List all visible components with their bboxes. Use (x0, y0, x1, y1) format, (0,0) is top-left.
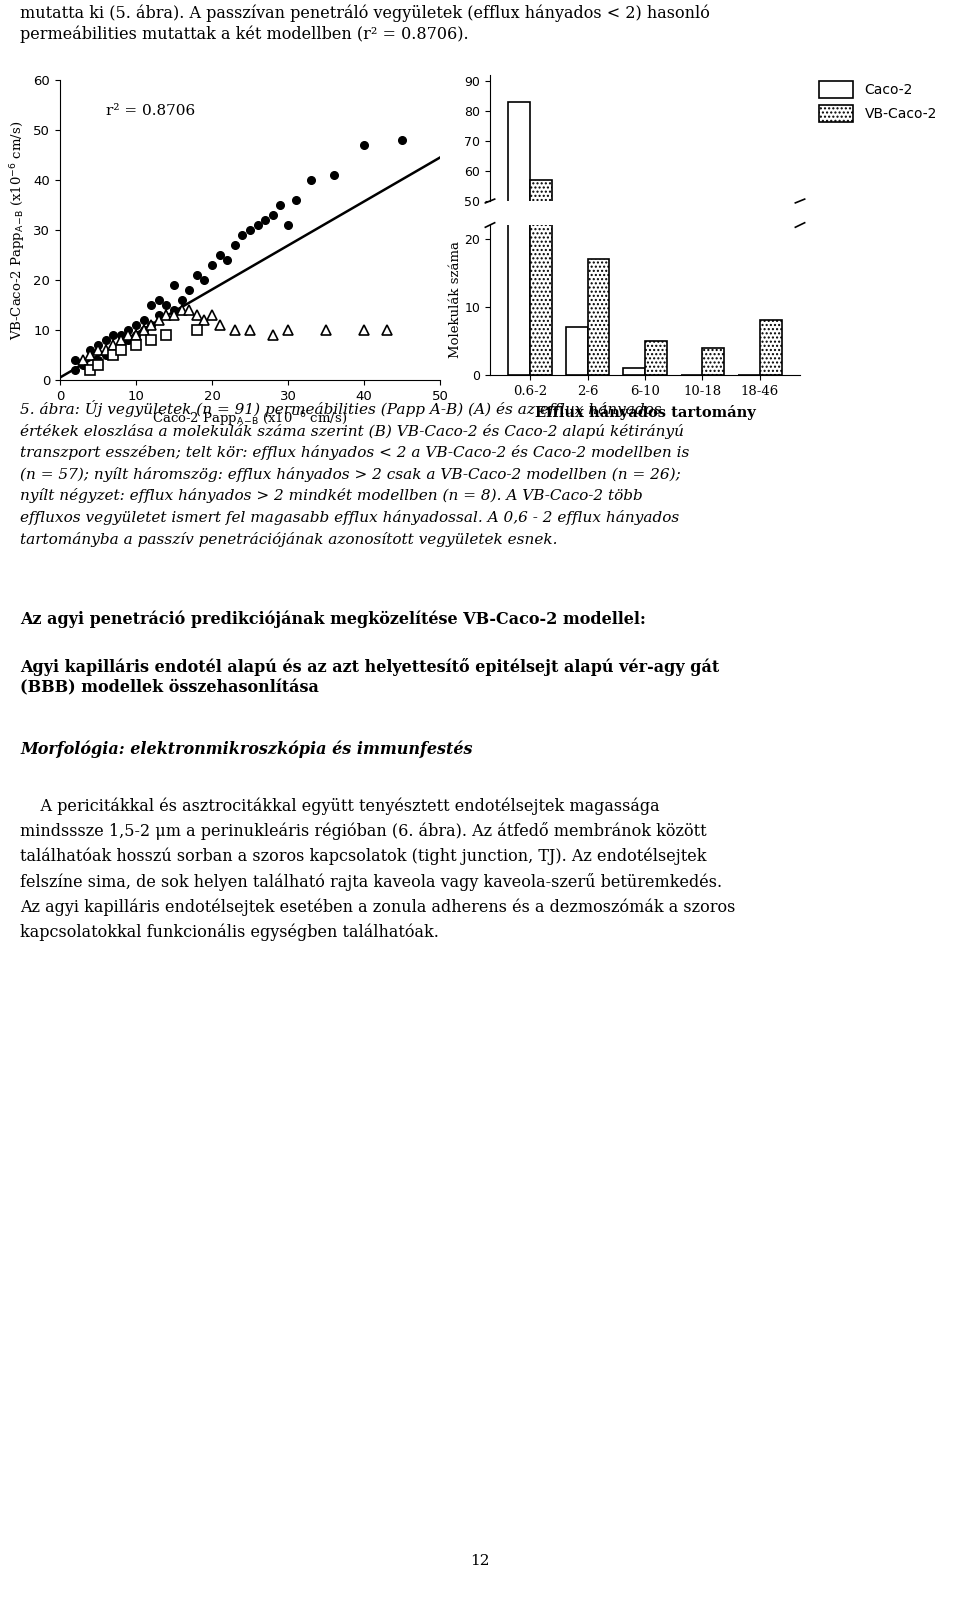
Bar (530, 179, 552, 350)
Bar (645, 336, 667, 350)
Text: 12: 12 (470, 1554, 490, 1568)
X-axis label: Caco-2 Papp$_{\mathsf{A\!-\!B}}$ (x10$^{-6}$ cm/s): Caco-2 Papp$_{\mathsf{A\!-\!B}}$ (x10$^{… (153, 410, 348, 429)
Bar (588, 259, 610, 374)
Bar (645, 341, 667, 374)
Text: A pericitákkal és asztrocitákkal együtt tenyésztett endotélsejtek magassága
mind: A pericitákkal és asztrocitákkal együtt … (20, 797, 735, 941)
Text: mutatta ki (5. ábra). A passzívan penetráló vegyületek (efflux hányados < 2) has: mutatta ki (5. ábra). A passzívan penetr… (20, 5, 709, 43)
Bar (623, 368, 645, 374)
Bar (509, 102, 530, 350)
Text: Agyi kapilláris endotél alapú és az azt helyettesítő epitélsejt alapú vér-agy gá: Agyi kapilláris endotél alapú és az azt … (20, 658, 719, 696)
Bar (759, 320, 781, 374)
Bar (565, 330, 588, 350)
Legend: Caco-2, VB-Caco-2: Caco-2, VB-Caco-2 (813, 75, 943, 128)
Text: Az agyi penetráció predikciójának megközelítése VB-Caco-2 modellel:: Az agyi penetráció predikciójának megköz… (20, 610, 646, 627)
Y-axis label: VB-Caco-2 Papp$_{\mathsf{A\!-\!B}}$ (x10$^{-6}$ cm/s): VB-Caco-2 Papp$_{\mathsf{A\!-\!B}}$ (x10… (9, 120, 28, 339)
X-axis label: Efflux hányados tartomány: Efflux hányados tartomány (535, 405, 756, 419)
Text: Morfológia: elektronmikroszkópia és immunfestés: Morfológia: elektronmikroszkópia és immu… (20, 739, 472, 757)
Bar (623, 349, 645, 350)
Bar (759, 326, 781, 350)
Y-axis label: Molekulák száma: Molekulák száma (448, 242, 462, 358)
Bar (509, 0, 530, 374)
Text: r² = 0.8706: r² = 0.8706 (106, 104, 195, 118)
Bar (530, 0, 552, 374)
Text: 5. ábra: Új vegyületek (n = 91) permeábilities (Papp A-B) (A) és az efflux hánya: 5. ábra: Új vegyületek (n = 91) permeábi… (20, 400, 689, 547)
Bar (565, 328, 588, 374)
Bar (703, 347, 724, 374)
Bar (703, 339, 724, 350)
Bar (588, 301, 610, 350)
